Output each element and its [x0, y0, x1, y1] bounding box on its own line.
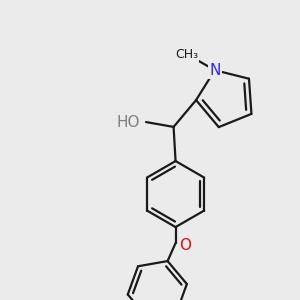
Text: N: N: [209, 63, 220, 78]
Text: O: O: [180, 238, 192, 253]
Text: CH₃: CH₃: [175, 48, 198, 61]
Text: HO: HO: [116, 115, 140, 130]
